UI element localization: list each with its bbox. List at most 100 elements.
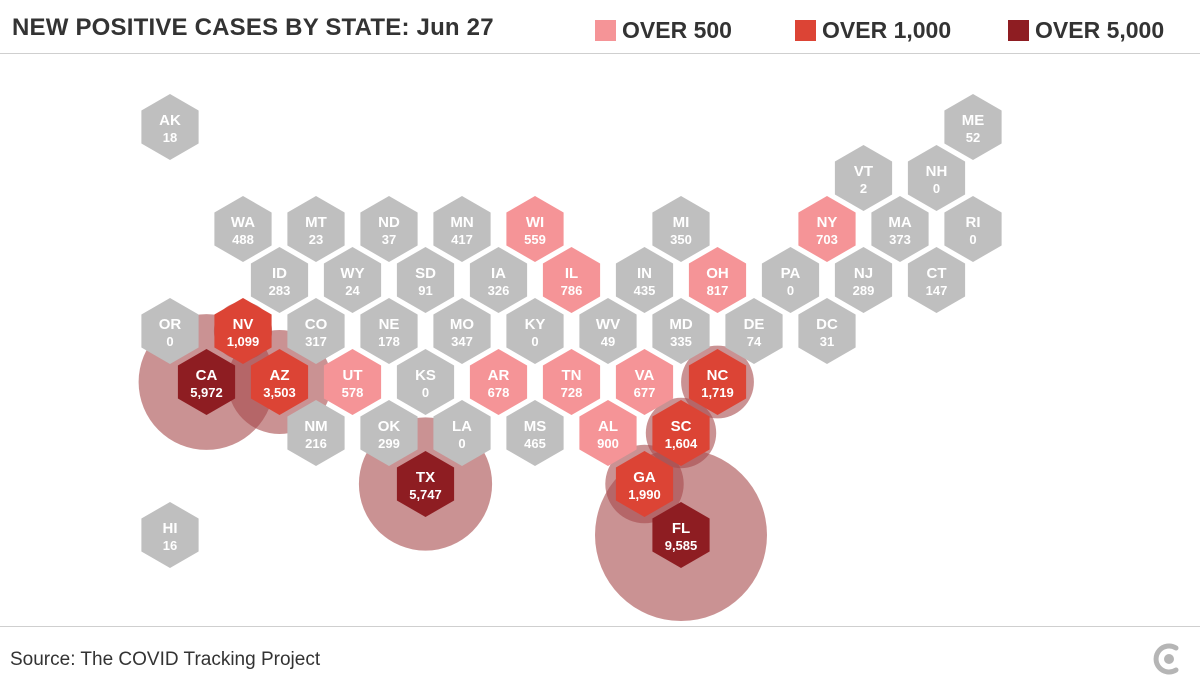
state-value: 31 bbox=[820, 334, 834, 349]
state-value: 283 bbox=[269, 283, 291, 298]
state-hex-shape bbox=[469, 349, 528, 415]
covid-tracking-logo-icon bbox=[1153, 643, 1179, 675]
state-hex-shape bbox=[652, 400, 710, 466]
state-abbr: NE bbox=[379, 316, 400, 333]
state-value: 23 bbox=[309, 232, 323, 247]
state-value: 5,972 bbox=[190, 385, 223, 400]
source-note: Source: The COVID Tracking Project bbox=[10, 649, 321, 670]
state-abbr: VT bbox=[854, 163, 873, 180]
state-value: 24 bbox=[345, 283, 360, 298]
state-hex-ri: RI0 bbox=[944, 196, 1002, 262]
state-value: 1,990 bbox=[628, 487, 661, 502]
state-value: 299 bbox=[378, 436, 400, 451]
state-abbr: SD bbox=[415, 265, 436, 282]
state-hex-shape bbox=[287, 400, 345, 466]
state-abbr: IA bbox=[491, 265, 506, 282]
state-hex-pa: PA0 bbox=[761, 247, 820, 313]
state-hex-shape bbox=[433, 298, 491, 364]
state-value: 335 bbox=[670, 334, 692, 349]
state-hex-shape bbox=[141, 94, 199, 160]
legend-swatch-over-5000 bbox=[1008, 20, 1029, 41]
state-value: 817 bbox=[707, 283, 729, 298]
state-hex-shape bbox=[615, 349, 674, 415]
chart-title: NEW POSITIVE CASES BY STATE: Jun 27 bbox=[12, 14, 494, 41]
state-hex-shape bbox=[579, 400, 637, 466]
state-hex-shape bbox=[652, 196, 710, 262]
state-hex-shape bbox=[542, 247, 601, 313]
state-hex-shape bbox=[360, 196, 418, 262]
state-abbr: NJ bbox=[854, 265, 873, 282]
state-abbr: MN bbox=[450, 214, 473, 231]
state-hex-shape bbox=[141, 298, 199, 364]
state-value: 678 bbox=[488, 385, 510, 400]
state-value: 435 bbox=[634, 283, 656, 298]
state-hex-shape bbox=[652, 298, 710, 364]
state-hex-shape bbox=[542, 349, 601, 415]
state-abbr: ME bbox=[962, 112, 985, 129]
state-abbr: MD bbox=[669, 316, 692, 333]
state-hex-shape bbox=[798, 196, 856, 262]
state-abbr: IN bbox=[637, 265, 652, 282]
state-value: 786 bbox=[561, 283, 583, 298]
state-hex-fl: FL9,585 bbox=[652, 502, 710, 568]
state-hex-shape bbox=[396, 349, 455, 415]
state-hex-shape bbox=[907, 145, 966, 211]
state-abbr: WA bbox=[231, 214, 255, 231]
state-value: 216 bbox=[305, 436, 327, 451]
state-value: 1,099 bbox=[227, 334, 260, 349]
state-value: 0 bbox=[933, 181, 940, 196]
state-hex-shape bbox=[725, 298, 783, 364]
state-value: 178 bbox=[378, 334, 400, 349]
state-value: 326 bbox=[488, 283, 510, 298]
state-value: 0 bbox=[969, 232, 976, 247]
state-value: 465 bbox=[524, 436, 546, 451]
state-value: 1,719 bbox=[701, 385, 734, 400]
state-hex-shape bbox=[944, 94, 1002, 160]
state-abbr: OH bbox=[706, 265, 729, 282]
state-abbr: NC bbox=[707, 367, 729, 384]
state-abbr: NM bbox=[304, 418, 327, 435]
state-abbr: WV bbox=[596, 316, 620, 333]
hex-map: AK18ME52VT2NH0WA488MT23ND37MN417WI559MI3… bbox=[138, 94, 1002, 621]
state-hex-ga: GA1,990 bbox=[615, 451, 674, 517]
state-value: 677 bbox=[634, 385, 656, 400]
state-abbr: RI bbox=[966, 214, 981, 231]
state-abbr: UT bbox=[343, 367, 363, 384]
legend-swatch-over-500 bbox=[595, 20, 616, 41]
state-abbr: DE bbox=[744, 316, 765, 333]
legend-item-over-1000: OVER 1,000 bbox=[795, 17, 951, 44]
state-value: 5,747 bbox=[409, 487, 442, 502]
state-hex-sc: SC1,604 bbox=[652, 400, 710, 466]
state-hex-shape bbox=[396, 247, 455, 313]
state-value: 0 bbox=[422, 385, 429, 400]
chart-header: NEW POSITIVE CASES BY STATE: Jun 27 OVER… bbox=[0, 0, 1200, 54]
state-value: 0 bbox=[166, 334, 173, 349]
state-abbr: TN bbox=[562, 367, 582, 384]
state-hex-shape bbox=[433, 196, 491, 262]
state-abbr: NY bbox=[817, 214, 838, 231]
state-abbr: MT bbox=[305, 214, 327, 231]
state-value: 703 bbox=[816, 232, 838, 247]
state-abbr: HI bbox=[163, 520, 178, 537]
state-value: 18 bbox=[163, 130, 177, 145]
legend-label-over-1000: OVER 1,000 bbox=[822, 17, 952, 43]
state-hex-shape bbox=[834, 145, 893, 211]
state-hex-shape bbox=[798, 298, 856, 364]
state-abbr: WY bbox=[340, 265, 364, 282]
state-value: 74 bbox=[747, 334, 762, 349]
chart-footer: Source: The COVID Tracking Project bbox=[0, 626, 1200, 691]
state-hex-nc: NC1,719 bbox=[688, 349, 747, 415]
